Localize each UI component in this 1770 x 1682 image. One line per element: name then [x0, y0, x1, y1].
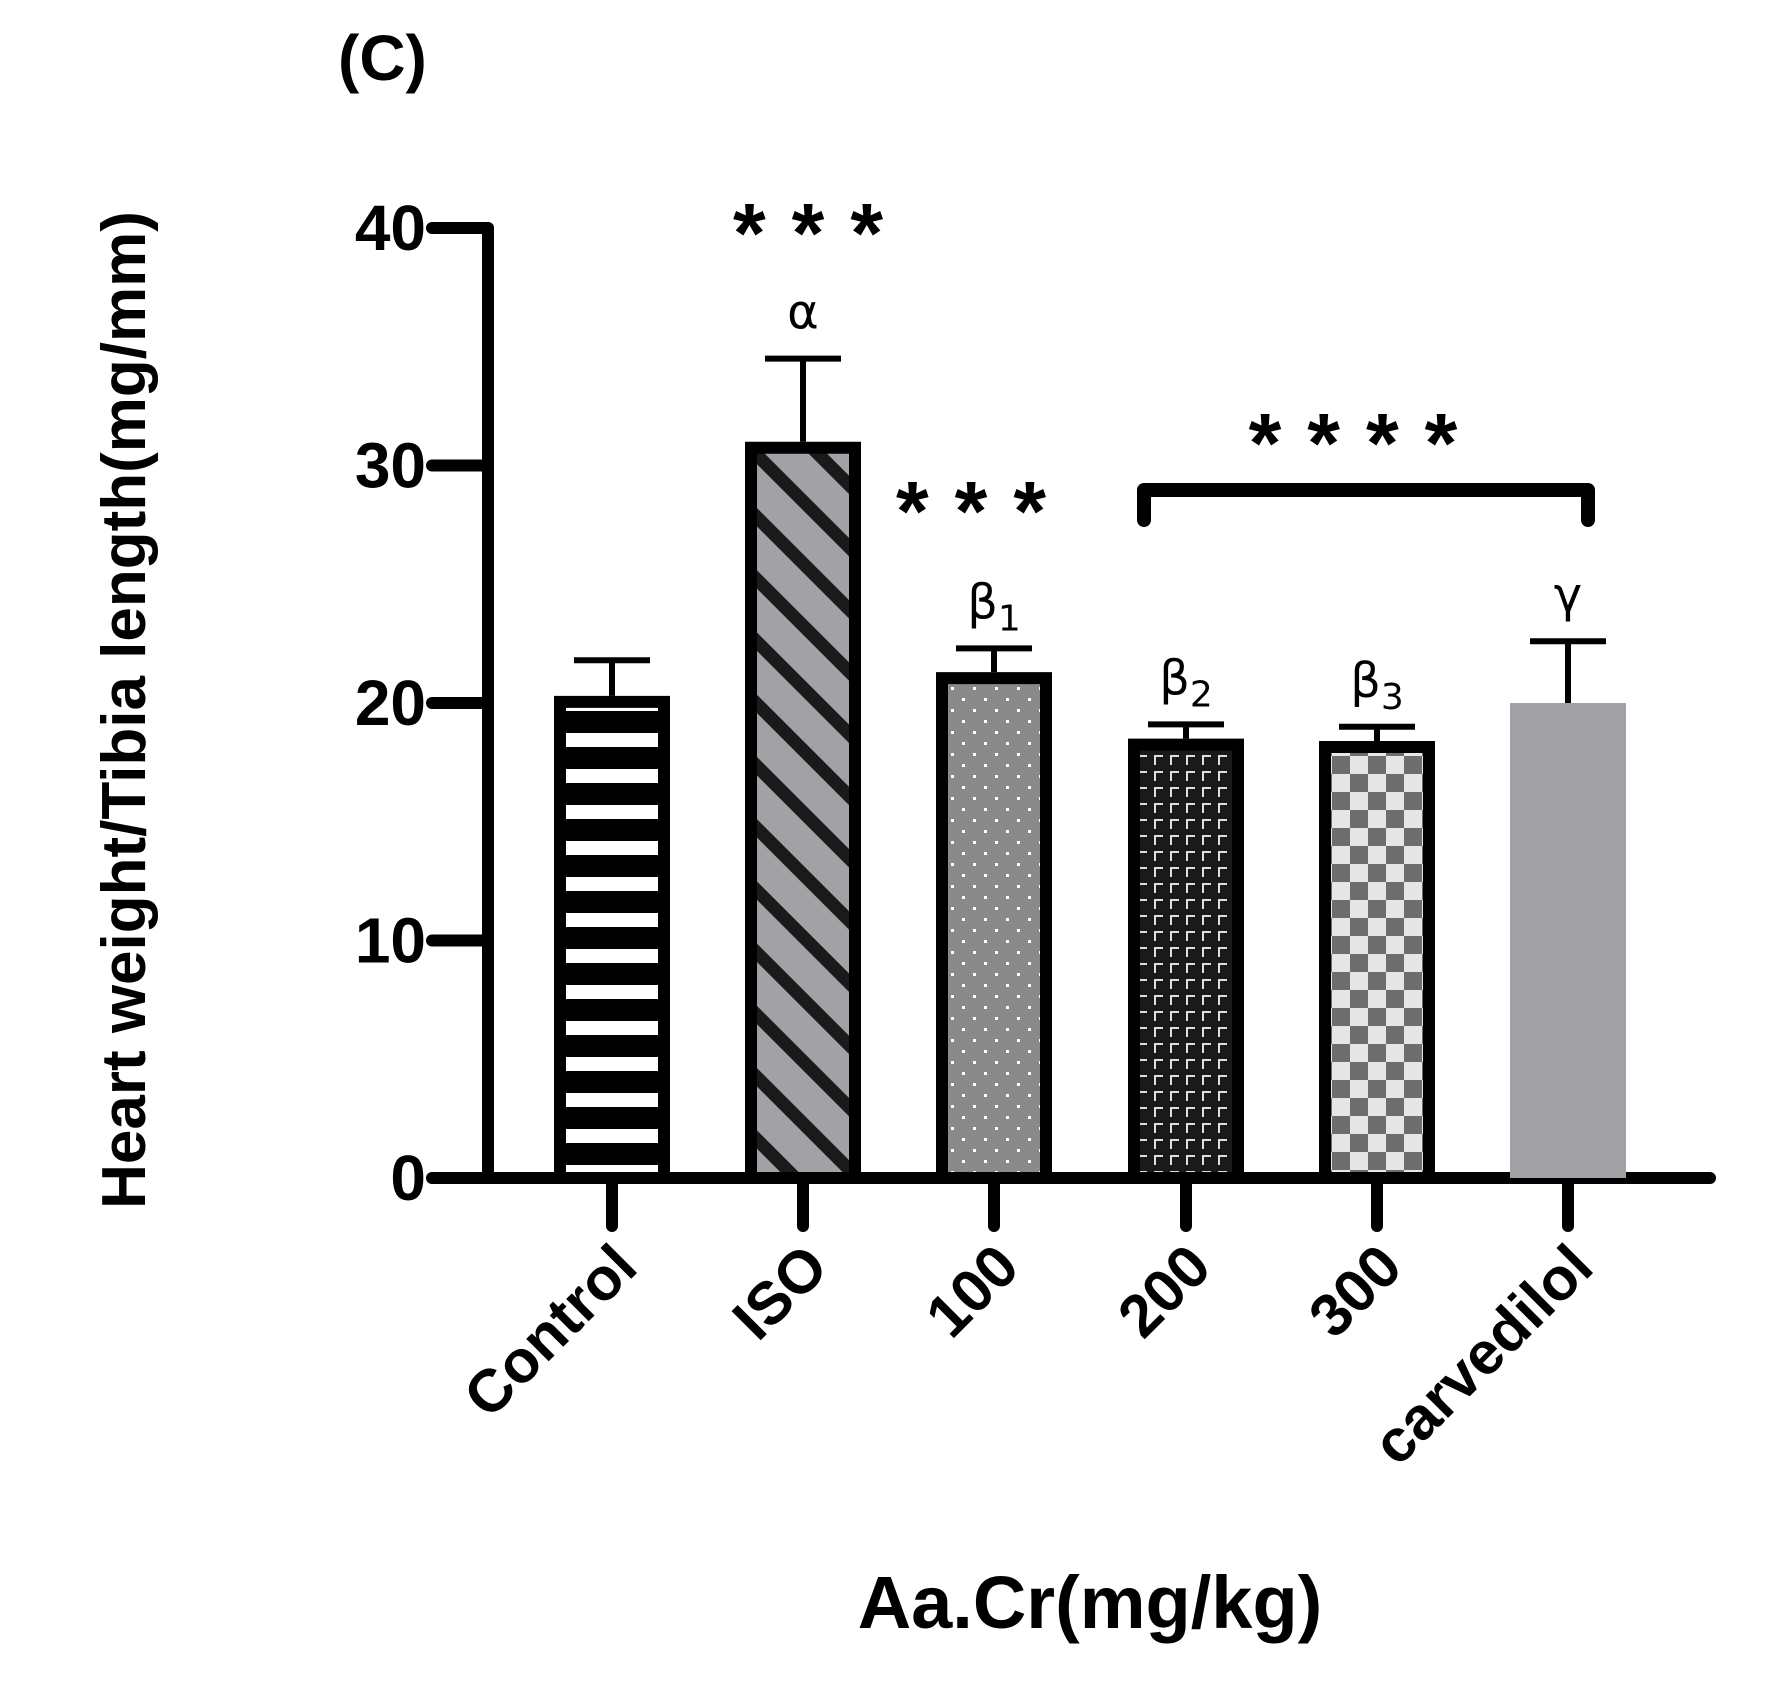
significance-symbol: β3	[1350, 653, 1404, 718]
bar-100	[936, 672, 1052, 1184]
bar-200	[1128, 738, 1244, 1184]
x-tick-label: 200	[1105, 1232, 1223, 1350]
x-tick-label: Control	[451, 1232, 649, 1430]
y-tick-label: 20	[355, 667, 426, 739]
y-tick-label: 10	[355, 905, 426, 977]
significance-stars: ****	[1249, 396, 1484, 490]
significance-symbol: β1	[967, 574, 1021, 639]
x-axis-label: Aa.Cr(mg/kg)	[858, 1561, 1323, 1644]
x-tick-label: ISO	[720, 1232, 840, 1352]
significance-symbol: α	[787, 285, 819, 341]
x-tick-label: 100	[913, 1232, 1031, 1350]
panel-label: (C)	[338, 22, 427, 94]
significance-symbol: γ	[1554, 567, 1582, 623]
y-tick-label: 30	[355, 430, 426, 502]
significance-stars: ***	[733, 186, 909, 280]
significance-stars: ***	[896, 464, 1072, 558]
bar-300	[1319, 741, 1435, 1184]
bar-carvedilol	[1510, 703, 1626, 1178]
x-tick-label: 300	[1296, 1232, 1414, 1350]
bar-control	[554, 695, 670, 1184]
significance-bracket	[1137, 483, 1595, 527]
significance-symbol: β2	[1159, 650, 1213, 715]
y-tick-label: 0	[390, 1142, 426, 1214]
y-axis-label: Heart weight/Tibia length(mg/mm)	[90, 211, 159, 1209]
bar-iso	[745, 441, 861, 1184]
y-tick-label: 40	[355, 192, 426, 264]
